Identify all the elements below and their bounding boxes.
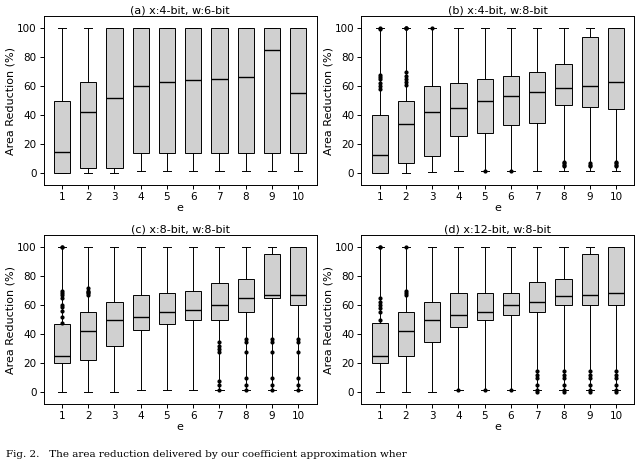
Title: (c) x:8-bit, w:8-bit: (c) x:8-bit, w:8-bit [131, 225, 230, 235]
PathPatch shape [424, 86, 440, 156]
PathPatch shape [372, 323, 388, 363]
PathPatch shape [185, 28, 202, 153]
PathPatch shape [503, 76, 519, 125]
PathPatch shape [211, 284, 228, 319]
X-axis label: e: e [177, 422, 184, 432]
PathPatch shape [290, 28, 307, 153]
PathPatch shape [608, 247, 624, 305]
PathPatch shape [477, 79, 493, 133]
X-axis label: e: e [177, 203, 184, 213]
PathPatch shape [106, 302, 123, 346]
PathPatch shape [80, 313, 96, 361]
PathPatch shape [477, 294, 493, 319]
PathPatch shape [54, 100, 70, 173]
PathPatch shape [132, 295, 149, 330]
PathPatch shape [106, 28, 123, 168]
PathPatch shape [398, 313, 414, 356]
PathPatch shape [159, 28, 175, 153]
PathPatch shape [290, 247, 307, 305]
PathPatch shape [211, 28, 228, 153]
Title: (a) x:4-bit, w:6-bit: (a) x:4-bit, w:6-bit [131, 6, 230, 16]
PathPatch shape [556, 279, 572, 305]
Title: (d) x:12-bit, w:8-bit: (d) x:12-bit, w:8-bit [444, 225, 552, 235]
PathPatch shape [451, 294, 467, 327]
PathPatch shape [159, 294, 175, 324]
PathPatch shape [529, 71, 545, 123]
PathPatch shape [582, 254, 598, 305]
PathPatch shape [608, 28, 624, 109]
Text: Fig. 2.   The area reduction delivered by our coefficient approximation wher: Fig. 2. The area reduction delivered by … [6, 449, 407, 459]
PathPatch shape [54, 324, 70, 363]
PathPatch shape [132, 28, 149, 153]
Y-axis label: Area Reduction (%): Area Reduction (%) [6, 47, 15, 155]
PathPatch shape [237, 28, 254, 153]
X-axis label: e: e [495, 422, 501, 432]
Title: (b) x:4-bit, w:8-bit: (b) x:4-bit, w:8-bit [448, 6, 548, 16]
PathPatch shape [185, 290, 202, 319]
PathPatch shape [398, 100, 414, 163]
PathPatch shape [424, 302, 440, 342]
PathPatch shape [451, 83, 467, 136]
PathPatch shape [80, 82, 96, 168]
PathPatch shape [264, 254, 280, 298]
PathPatch shape [503, 294, 519, 315]
Y-axis label: Area Reduction (%): Area Reduction (%) [6, 266, 15, 374]
PathPatch shape [237, 279, 254, 313]
Y-axis label: Area Reduction (%): Area Reduction (%) [323, 266, 333, 374]
PathPatch shape [556, 65, 572, 105]
PathPatch shape [264, 28, 280, 153]
X-axis label: e: e [495, 203, 501, 213]
PathPatch shape [582, 37, 598, 106]
PathPatch shape [372, 115, 388, 173]
Y-axis label: Area Reduction (%): Area Reduction (%) [323, 47, 333, 155]
PathPatch shape [529, 282, 545, 313]
